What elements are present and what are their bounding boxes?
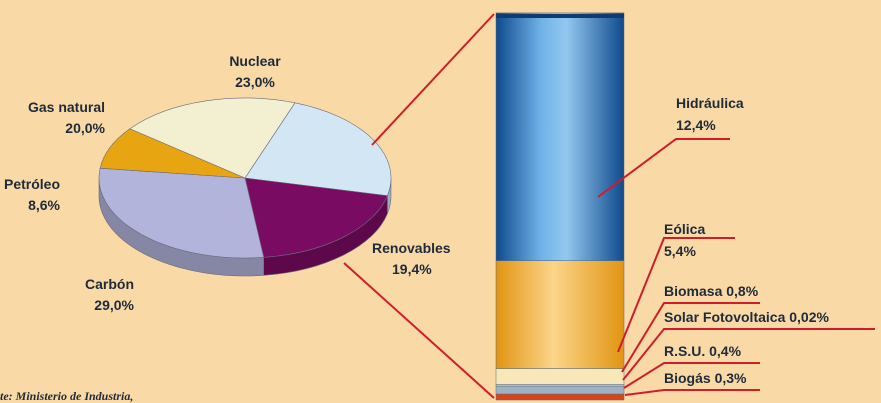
bar-segment-biomasa: [495, 368, 625, 385]
bar-segment-eolica: [495, 260, 625, 369]
bar-segment-r-s-u: [495, 385, 625, 395]
bar-value-biomasa: 0,8%: [726, 283, 758, 299]
pie-value-renovables: 19,4%: [392, 261, 432, 277]
leader-solar-fotovoltaica: [622, 328, 875, 381]
bar-label-name-biomasa: Biomasa: [664, 283, 726, 299]
stacked-bar-chart: [495, 12, 625, 401]
leader-pie-bottom: [343, 262, 495, 399]
pie-slice-nuclear: [244, 102, 392, 197]
pie-label-carbon: Carbón: [85, 276, 134, 292]
bar-label-biomasa: Biomasa 0,8%: [664, 283, 759, 299]
bar-value-biogas: 0,3%: [715, 370, 747, 386]
pie-slice-renovables: [244, 177, 388, 258]
bar-label-biogas: Biogás 0,3%: [664, 370, 747, 386]
pie-slice-gas-natural: [129, 97, 296, 179]
leader-eolica: [617, 237, 735, 353]
bar-value-r-s-u: 0,4%: [709, 343, 741, 359]
bar-segment-hidraulica: [495, 12, 625, 261]
leader-biomasa: [621, 302, 760, 373]
leader-r-s-u: [623, 362, 760, 389]
bar-label-name-solar-fotovoltaica: Solar Fotovoltaica: [664, 309, 789, 325]
bar-value-hidraulica: 12,4%: [676, 117, 716, 133]
pie-value-nuclear: 23,0%: [235, 74, 275, 90]
bar-label-name-biogas: Biogás: [664, 370, 715, 386]
bar-value-eolica: 5,4%: [664, 243, 696, 259]
leader-pie-top: [371, 13, 495, 146]
pie-slice-carbon: [98, 167, 265, 259]
bar-label-solar-fotovoltaica: Solar Fotovoltaica 0,02%: [664, 309, 829, 325]
pie-label-nuclear: Nuclear: [229, 53, 281, 69]
bar-label-name-r-s-u: R.S.U.: [664, 343, 709, 359]
bar-value-solar-fotovoltaica: 0,02%: [789, 309, 829, 325]
bar-label-hidraulica: Hidráulica: [676, 95, 744, 111]
bar-segment-biogas: [495, 393, 625, 401]
pie-value-carbon: 29,0%: [94, 297, 134, 313]
labels: Nuclear 23,0% Renovables 19,4% Carbón 29,0% Pe…: [4, 53, 830, 386]
source-note: te: Ministerio de Industria,: [0, 389, 133, 403]
pie-value-gas-natural: 20,0%: [65, 120, 105, 136]
leader-lines: [343, 13, 875, 399]
bar-label-eolica: Eólica: [664, 221, 705, 237]
pie-label-petroleo: Petróleo: [4, 176, 60, 192]
leader-hidraulica: [597, 138, 730, 198]
pie-label-gas-natural: Gas natural: [28, 99, 105, 115]
pie-chart: [98, 97, 392, 277]
leader-biogas: [624, 389, 760, 396]
bar-label-r-s-u: R.S.U. 0,4%: [664, 343, 742, 359]
pie-value-petroleo: 8,6%: [28, 197, 60, 213]
bar-top-cap: [496, 14, 624, 18]
pie-label-renovables: Renovables: [372, 240, 451, 256]
